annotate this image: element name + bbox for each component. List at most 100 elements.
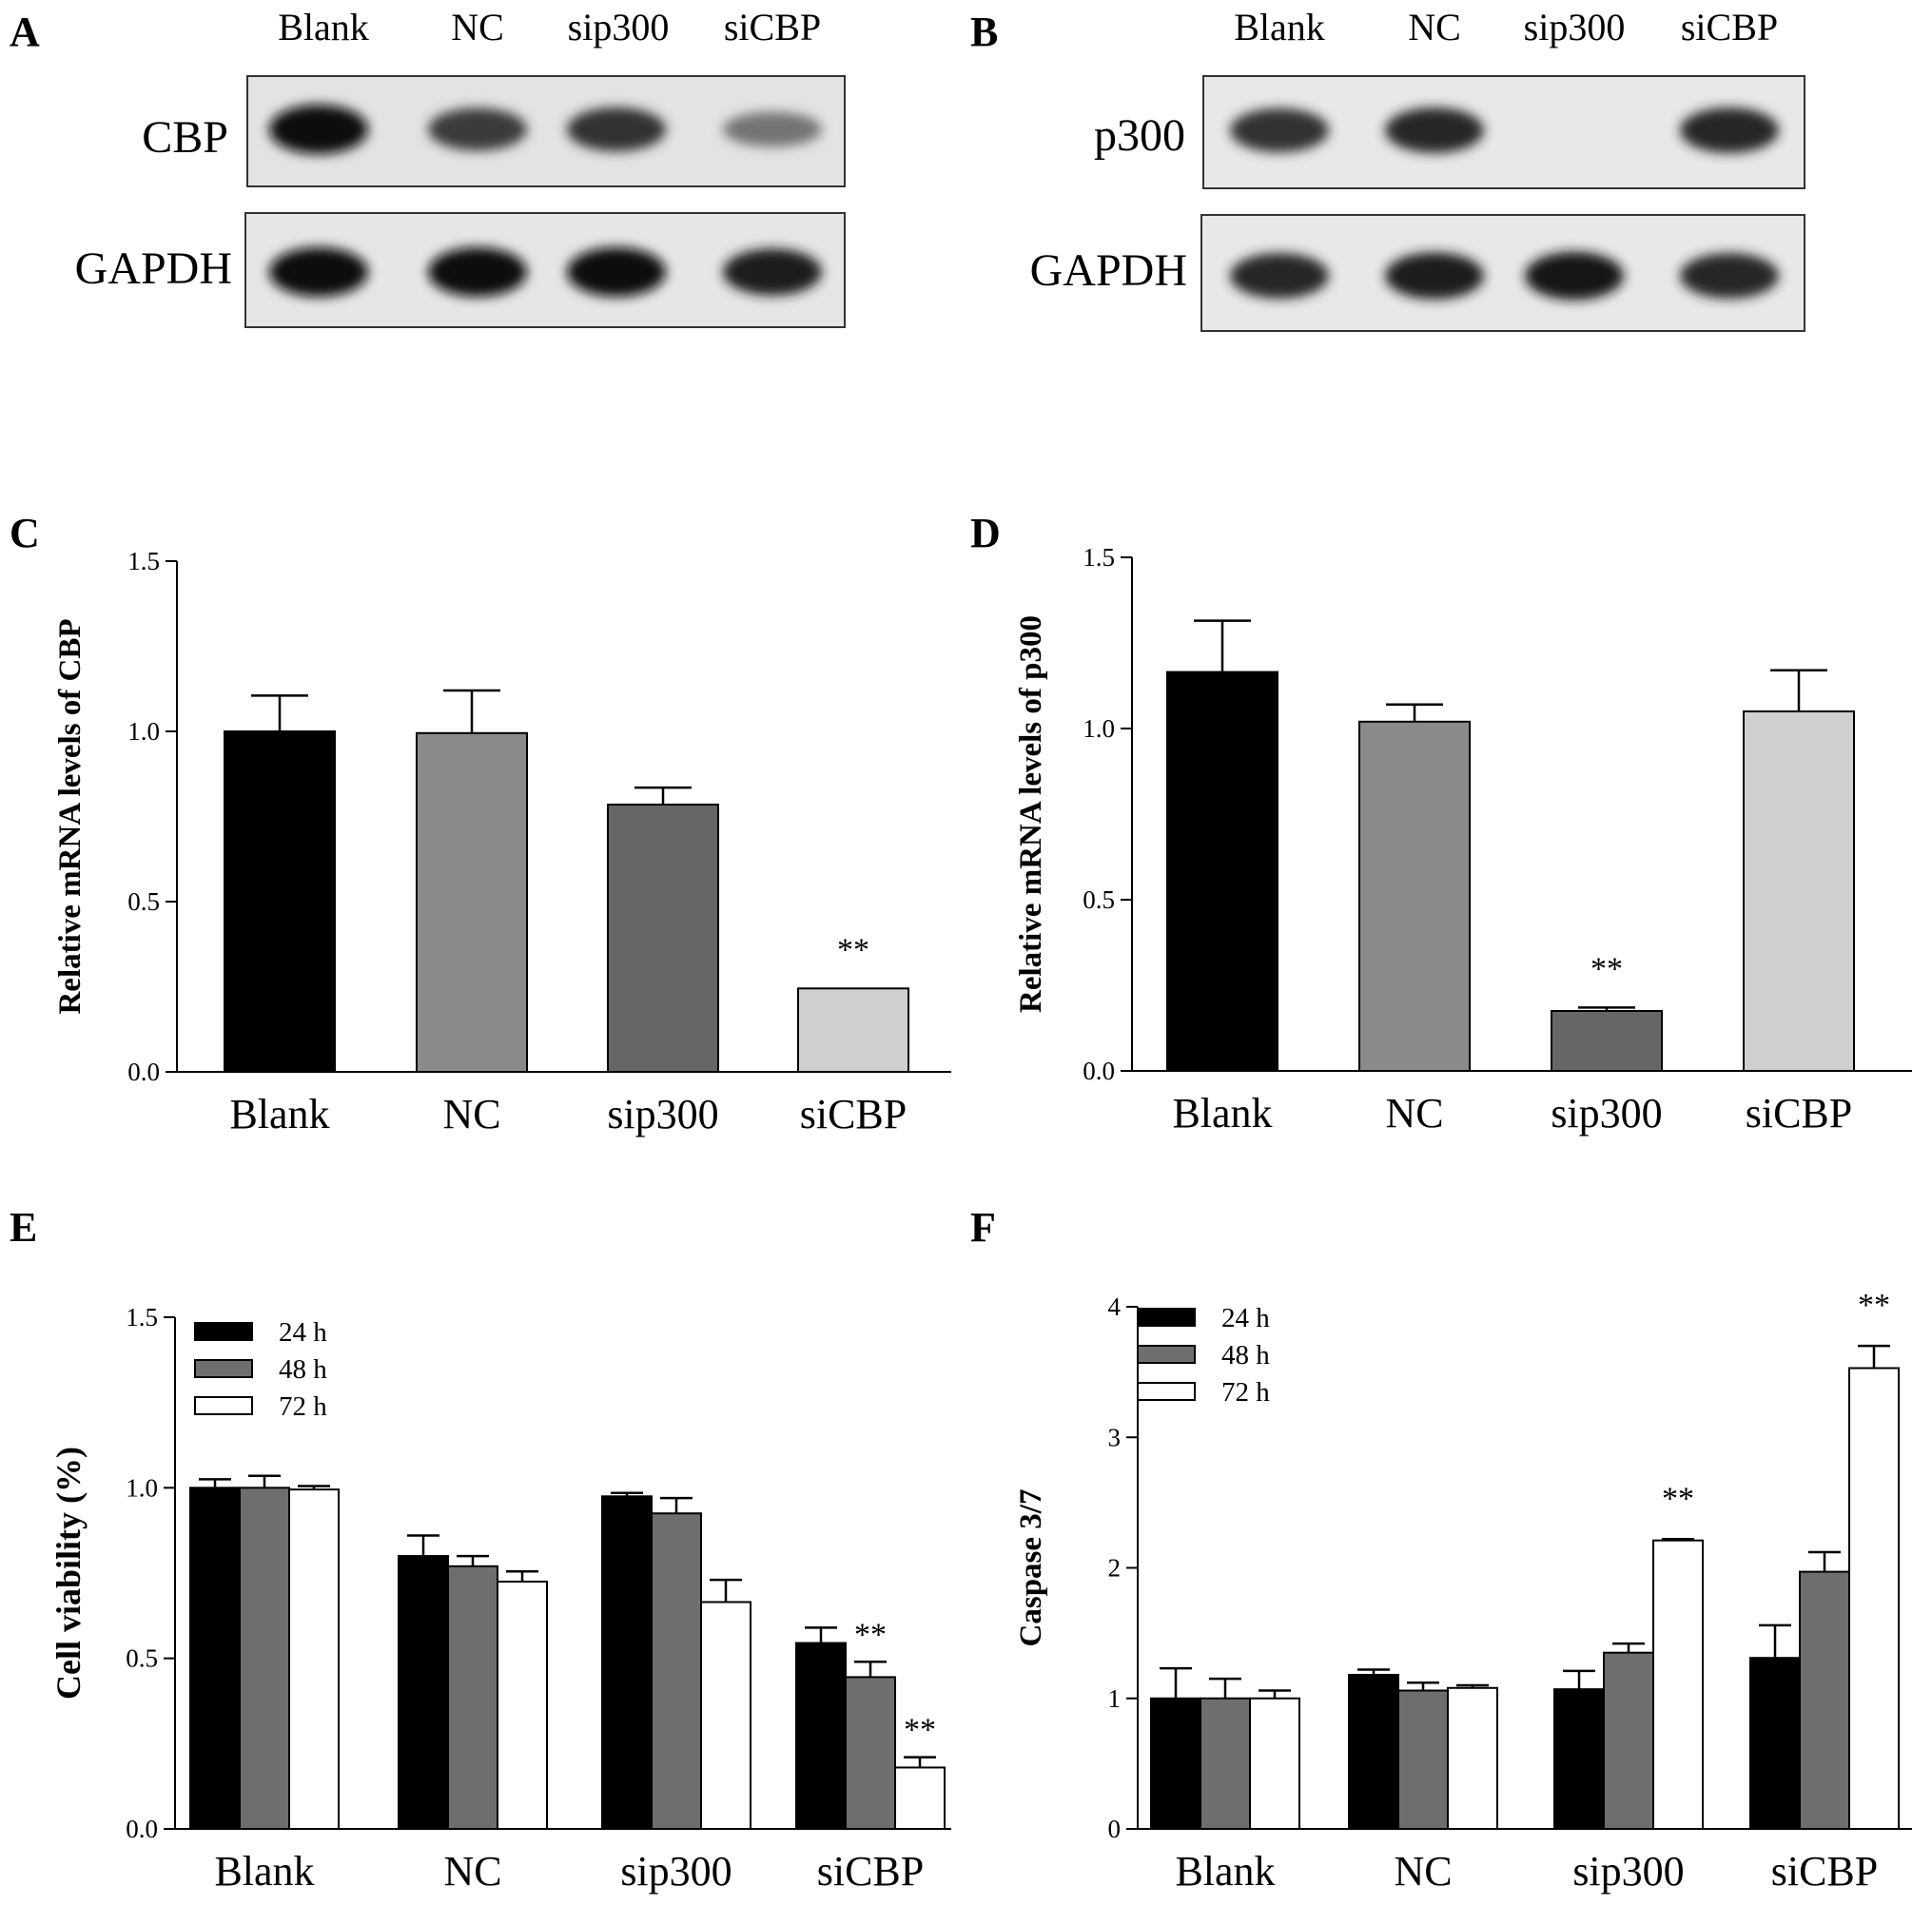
y-tick-label-c: 0.0 bbox=[127, 1058, 160, 1086]
x-tick-label-d-blank: Blank bbox=[1172, 1090, 1272, 1137]
blot-bands-a bbox=[269, 105, 822, 297]
bar-f-48-h-blank bbox=[1200, 1697, 1251, 1830]
panel-letter-e: E bbox=[10, 1204, 37, 1251]
x-tick-label-f-sip300: sip300 bbox=[1572, 1848, 1684, 1895]
bar-f-24-h-blank bbox=[1150, 1697, 1201, 1830]
legend-label-e-48-h: 48 h bbox=[279, 1354, 327, 1385]
bar-e-24-h-sicbp bbox=[795, 1642, 847, 1830]
bar-e-24-h-blank bbox=[189, 1487, 241, 1831]
bar-f-72-h-sicbp bbox=[1848, 1367, 1900, 1830]
bar-e-72-h-sip300 bbox=[700, 1601, 751, 1831]
bar-d-sicbp bbox=[1743, 710, 1855, 1072]
bar-c-blank bbox=[224, 730, 336, 1073]
panel-letter-a: A bbox=[10, 9, 40, 55]
lane-label-sip300-b: sip300 bbox=[1524, 6, 1626, 49]
lane-label-nc-b: NC bbox=[1408, 6, 1461, 49]
bar-e-24-h-nc bbox=[398, 1555, 449, 1830]
y-tick-label-c: 1.0 bbox=[127, 717, 160, 746]
blot-band-p300-nc bbox=[1385, 107, 1484, 153]
lane-label-nc-a: NC bbox=[451, 6, 504, 49]
blot-band-gapdh-a-blank bbox=[269, 247, 368, 297]
y-tick-label-f: 3 bbox=[1108, 1423, 1122, 1451]
bar-e-72-h-nc bbox=[497, 1580, 548, 1830]
legend-swatch-f-24-h bbox=[1137, 1308, 1196, 1327]
blot-panel-b: Blank NC sip300 siCBP p300 GAPDH bbox=[1030, 6, 1805, 332]
chart-f-caspase: 0 1 2 3 4 Caspase 3/7 Blank NC sip300 siCBP ** ** 24… bbox=[1014, 1288, 1912, 1895]
bar-e-24-h-sip300 bbox=[601, 1495, 653, 1831]
blot-band-gapdh-b-sip300 bbox=[1525, 251, 1624, 301]
y-tick-label-e: 1.0 bbox=[126, 1473, 158, 1502]
bar-d-nc bbox=[1358, 720, 1471, 1072]
y-tick-label-f: 1 bbox=[1108, 1684, 1122, 1713]
y-axis-label-e: Cell viability (%) bbox=[49, 1447, 88, 1700]
y-tick-label-e: 1.5 bbox=[126, 1303, 158, 1332]
blot-band-p300-blank bbox=[1230, 107, 1329, 153]
significance-mark-f-sip300: ** bbox=[1662, 1481, 1694, 1516]
y-tick-label-c: 0.5 bbox=[127, 887, 160, 916]
blot-row-label-gapdh-a: GAPDH bbox=[75, 243, 232, 294]
bar-e-48-h-sicbp bbox=[845, 1676, 896, 1830]
blot-band-cbp-nc bbox=[428, 107, 527, 151]
x-tick-label-f-blank: Blank bbox=[1175, 1848, 1275, 1895]
significance-mark-d-sip300: ** bbox=[1590, 951, 1623, 986]
significance-mark-e-sicbp: ** bbox=[854, 1617, 887, 1652]
x-tick-label-c-sip300: sip300 bbox=[607, 1091, 718, 1137]
x-tick-label-d-sip300: sip300 bbox=[1551, 1090, 1662, 1137]
lane-label-blank-b: Blank bbox=[1234, 6, 1325, 49]
x-tick-label-c-nc: NC bbox=[442, 1091, 500, 1137]
bar-c-sicbp bbox=[797, 987, 909, 1074]
legend-swatch-e-72-h bbox=[194, 1396, 253, 1415]
blot-bands-b bbox=[1230, 107, 1779, 301]
blot-band-gapdh-b-sicbp bbox=[1680, 253, 1779, 299]
y-tick-label-d: 1.5 bbox=[1083, 543, 1115, 572]
y-tick-label-f: 2 bbox=[1108, 1554, 1122, 1583]
chart-e-cell-viability: 0.0 0.5 1.0 1.5 Cell viability (%) Blank NC sip… bbox=[49, 1303, 951, 1895]
blot-row-label-p300: p300 bbox=[1094, 110, 1185, 161]
blot-band-gapdh-a-sip300 bbox=[567, 247, 666, 297]
y-axis-label-d: Relative mRNA levels of p300 bbox=[1014, 615, 1048, 1013]
bar-f-24-h-sicbp bbox=[1749, 1657, 1801, 1831]
bar-f-72-h-sip300 bbox=[1652, 1539, 1704, 1830]
legend-label-f-72-h: 72 h bbox=[1221, 1377, 1270, 1408]
blot-band-gapdh-a-sicbp bbox=[723, 248, 822, 296]
blot-panel-a: Blank NC sip300 siCBP CBP GAPDH bbox=[75, 6, 846, 328]
x-tick-label-e-blank: Blank bbox=[214, 1848, 314, 1895]
legend-swatch-e-24-h bbox=[194, 1322, 253, 1341]
bar-e-48-h-nc bbox=[447, 1565, 498, 1830]
bar-e-48-h-sip300 bbox=[651, 1512, 702, 1830]
legend-label-e-24-h: 24 h bbox=[279, 1317, 327, 1348]
y-tick-label-f: 4 bbox=[1108, 1293, 1122, 1321]
y-tick-label-e: 0.5 bbox=[126, 1644, 158, 1673]
blot-band-gapdh-a-nc bbox=[428, 247, 527, 297]
panel-letter-d: D bbox=[970, 510, 1001, 556]
bar-f-48-h-sip300 bbox=[1603, 1651, 1654, 1831]
blot-band-cbp-sicbp bbox=[723, 111, 822, 147]
blot-band-p300-sicbp bbox=[1680, 107, 1779, 153]
y-tick-label-f: 0 bbox=[1108, 1815, 1122, 1843]
legend-label-f-24-h: 24 h bbox=[1221, 1303, 1270, 1333]
legend-swatch-f-72-h bbox=[1137, 1382, 1196, 1401]
lane-label-sip300-a: sip300 bbox=[568, 6, 670, 49]
legend-label-f-48-h: 48 h bbox=[1221, 1340, 1270, 1370]
legend-swatch-e-48-h bbox=[194, 1359, 253, 1378]
x-tick-label-e-nc: NC bbox=[443, 1848, 501, 1895]
chart-c-relative-cbp: 0.0 0.5 1.0 1.5 Relative mRNA levels of CBP B… bbox=[53, 547, 951, 1137]
x-tick-label-f-nc: NC bbox=[1394, 1848, 1452, 1895]
bar-f-72-h-blank bbox=[1249, 1697, 1300, 1830]
blot-row-label-gapdh-b: GAPDH bbox=[1030, 245, 1187, 296]
y-axis-label-c: Relative mRNA levels of CBP bbox=[53, 618, 88, 1014]
bar-f-24-h-sip300 bbox=[1553, 1688, 1605, 1830]
bar-f-72-h-nc bbox=[1447, 1686, 1498, 1831]
x-tick-label-d-nc: NC bbox=[1385, 1090, 1443, 1137]
y-tick-label-d: 1.0 bbox=[1083, 714, 1115, 743]
significance-mark-c-sicbp: ** bbox=[837, 932, 869, 967]
panel-letter-f: F bbox=[970, 1204, 996, 1251]
x-tick-label-c-blank: Blank bbox=[229, 1091, 329, 1137]
panel-letter-b: B bbox=[970, 9, 998, 55]
blot-band-gapdh-b-blank bbox=[1230, 253, 1329, 299]
blot-band-cbp-blank bbox=[269, 105, 368, 154]
y-tick-label-d: 0.5 bbox=[1083, 885, 1115, 914]
legend-label-e-72-h: 72 h bbox=[279, 1391, 327, 1422]
chart-d-relative-p300: 0.0 0.5 1.0 1.5 Relative mRNA levels of p300… bbox=[1014, 543, 1912, 1137]
